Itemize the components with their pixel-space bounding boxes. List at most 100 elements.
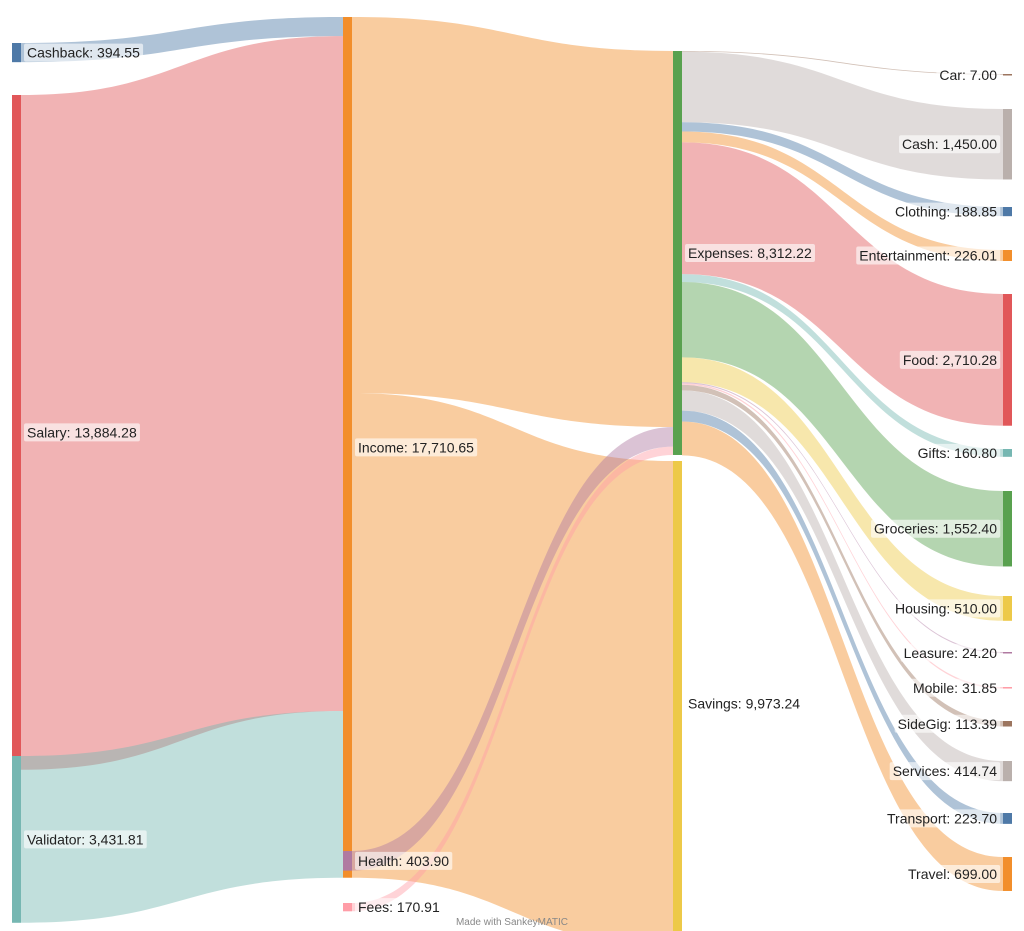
node-expenses — [673, 51, 682, 455]
node-label-mobile: Mobile: 31.85 — [913, 680, 997, 696]
node-label-group-services: Services: 414.74 — [889, 762, 1001, 781]
nodes-layer — [12, 17, 1012, 931]
node-label-group-clothing: Clothing: 188.85 — [892, 202, 1001, 221]
node-validator — [12, 756, 21, 923]
node-label-bg-fees — [355, 898, 443, 917]
node-label-group-mobile: Mobile: 31.85 — [909, 678, 1001, 697]
node-groceries — [1003, 491, 1012, 567]
node-label-bg-clothing — [892, 202, 1001, 221]
link-validator-income — [21, 710, 343, 923]
node-label-bg-validator — [24, 830, 147, 849]
node-label-bg-leasure — [900, 643, 1001, 662]
node-label-bg-entertainment — [856, 246, 1001, 265]
link-income-expenses — [352, 17, 673, 428]
node-label-group-gifts: Gifts: 160.80 — [914, 443, 1001, 462]
labels-layer: Cashback: 394.55 Salary: 13,884.28 Validat… — [24, 43, 1001, 917]
node-income — [343, 17, 352, 878]
node-label-expenses: Expenses: 8,312.22 — [688, 245, 812, 261]
node-label-groceries: Groceries: 1,552.40 — [874, 521, 997, 537]
node-label-entertainment: Entertainment: 226.01 — [859, 247, 997, 263]
node-label-bg-car — [936, 65, 1001, 84]
link-expenses-services — [682, 390, 1003, 782]
node-label-bg-transport — [884, 809, 1001, 828]
link-fees-expenses — [352, 446, 673, 912]
node-label-group-income: Income: 17,710.65 — [355, 438, 478, 457]
node-label-group-car: Car: 7.00 — [936, 65, 1001, 84]
node-label-bg-housing — [892, 599, 1001, 618]
node-label-bg-salary — [24, 423, 140, 442]
node-label-food: Food: 2,710.28 — [903, 352, 997, 368]
link-expenses-entertainment — [682, 131, 1003, 261]
link-expenses-gifts — [682, 274, 1003, 457]
node-label-services: Services: 414.74 — [893, 763, 997, 779]
node-label-clothing: Clothing: 188.85 — [895, 204, 997, 220]
node-label-bg-services — [889, 762, 1001, 781]
node-label-validator: Validator: 3,431.81 — [27, 831, 144, 847]
node-car — [1003, 74, 1012, 76]
node-mobile — [1003, 687, 1012, 689]
link-income-savings — [352, 393, 673, 931]
node-label-sidegig: SideGig: 113.39 — [898, 716, 998, 732]
node-transport — [1003, 813, 1012, 824]
node-label-bg-health — [355, 851, 453, 870]
link-expenses-mobile — [682, 383, 1003, 689]
node-label-health: Health: 403.90 — [358, 853, 449, 869]
links-layer — [21, 17, 1003, 931]
node-food — [1003, 294, 1012, 426]
link-expenses-travel — [682, 421, 1003, 891]
node-entertainment — [1003, 250, 1012, 261]
node-cash — [1003, 109, 1012, 180]
node-label-housing: Housing: 510.00 — [895, 600, 997, 616]
node-label-group-expenses: Expenses: 8,312.22 — [685, 243, 815, 262]
link-expenses-groceries — [682, 281, 1003, 567]
node-label-cash: Cash: 1,450.00 — [902, 136, 997, 152]
node-label-gifts: Gifts: 160.80 — [918, 445, 998, 461]
node-sidegig — [1003, 721, 1012, 727]
node-clothing — [1003, 207, 1012, 217]
node-housing — [1003, 596, 1012, 621]
node-label-bg-travel — [905, 864, 1001, 883]
node-label-bg-income — [355, 438, 478, 457]
node-label-group-housing: Housing: 510.00 — [892, 599, 1001, 618]
node-label-travel: Travel: 699.00 — [908, 866, 997, 882]
node-label-group-groceries: Groceries: 1,552.40 — [871, 519, 1001, 538]
node-label-group-savings: Savings: 9,973.24 — [685, 694, 804, 713]
node-label-leasure: Leasure: 24.20 — [904, 645, 998, 661]
node-label-group-cash: Cash: 1,450.00 — [899, 135, 1001, 154]
node-label-bg-cash — [899, 135, 1001, 154]
node-label-group-food: Food: 2,710.28 — [899, 350, 1001, 369]
node-label-salary: Salary: 13,884.28 — [27, 424, 137, 440]
node-label-bg-sidegig — [894, 714, 1001, 733]
link-expenses-car — [682, 51, 1003, 75]
node-savings — [673, 461, 682, 931]
node-label-transport: Transport: 223.70 — [887, 810, 997, 826]
node-services — [1003, 761, 1012, 782]
node-fees — [343, 903, 352, 912]
node-label-group-salary: Salary: 13,884.28 — [24, 423, 140, 442]
node-label-fees: Fees: 170.91 — [358, 899, 440, 915]
node-label-cashback: Cashback: 394.55 — [27, 45, 140, 61]
node-label-bg-mobile — [909, 678, 1001, 697]
node-label-group-cashback: Cashback: 394.55 — [24, 43, 144, 62]
node-label-group-entertainment: Entertainment: 226.01 — [856, 246, 1001, 265]
link-expenses-sidegig — [682, 384, 1003, 727]
node-salary — [12, 95, 21, 770]
node-label-group-fees: Fees: 170.91 — [355, 898, 443, 917]
node-label-bg-groceries — [871, 519, 1001, 538]
node-label-bg-savings — [685, 694, 804, 713]
node-gifts — [1003, 449, 1012, 457]
node-cashback — [12, 43, 21, 63]
node-label-bg-cashback — [24, 43, 144, 62]
node-travel — [1003, 857, 1012, 891]
node-label-bg-expenses — [685, 243, 815, 262]
node-label-savings: Savings: 9,973.24 — [688, 695, 800, 711]
node-leasure — [1003, 652, 1012, 654]
node-health — [343, 851, 352, 871]
link-expenses-transport — [682, 410, 1003, 824]
link-expenses-housing — [682, 357, 1003, 621]
node-label-group-transport: Transport: 223.70 — [884, 809, 1001, 828]
node-label-group-leasure: Leasure: 24.20 — [900, 643, 1001, 662]
link-salary-income — [21, 36, 343, 770]
node-label-group-validator: Validator: 3,431.81 — [24, 830, 147, 849]
